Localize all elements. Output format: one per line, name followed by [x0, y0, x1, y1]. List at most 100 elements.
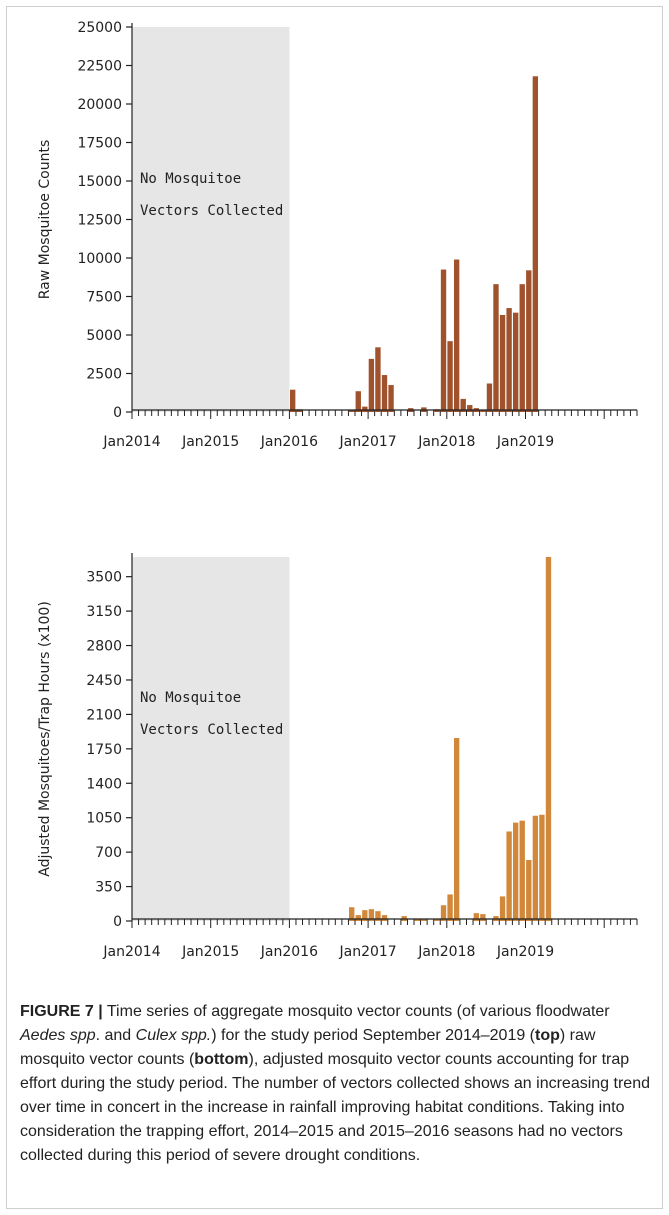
c2-bar-2017-02 — [375, 911, 381, 921]
c2-bar-2017-11 — [434, 919, 440, 921]
c1-ytick-label-7500: 7500 — [86, 290, 122, 306]
c2-bar-2016-12 — [362, 910, 368, 921]
c1-bar-2016-02 — [296, 409, 302, 412]
c2-bar-2016-10 — [349, 907, 355, 921]
caption-top: top — [535, 1027, 560, 1044]
c2-bar-2018-01 — [447, 894, 453, 921]
caption-figure-label: FIGURE 7 | — [20, 1003, 103, 1020]
c1-bar-2018-01 — [447, 341, 453, 412]
c1-bar-2018-02 — [453, 259, 460, 412]
c1-shaded-label-0: No Mosquitoe — [140, 171, 241, 187]
c2-bar-2019-04 — [545, 557, 552, 921]
c1-bar-2018-09 — [499, 314, 506, 412]
c2-xtick-label-2019: Jan2019 — [496, 944, 554, 960]
c1-bar-2018-11 — [512, 312, 519, 412]
c1-bar-2018-08 — [493, 284, 499, 412]
c1-bar-2019-01 — [526, 270, 532, 412]
c2-bar-2018-09 — [499, 896, 506, 921]
c1-bar-2018-04 — [467, 405, 473, 412]
c1-xtick-label-2015: Jan2015 — [181, 434, 239, 450]
c2-xtick-label-2018: Jan2018 — [417, 944, 475, 960]
c2-xtick-label-2016: Jan2016 — [260, 944, 318, 960]
c2-ytick-label-700: 700 — [95, 845, 122, 861]
caption-aedes: Aedes spp — [20, 1027, 96, 1044]
c2-bar-2018-06 — [480, 914, 486, 921]
c2-xtick-label-2017: Jan2017 — [338, 944, 396, 960]
c2-ytick-label-2100: 2100 — [86, 707, 122, 723]
c1-ytick-label-12500: 12500 — [77, 213, 122, 229]
c1-bar-2018-07 — [486, 383, 493, 412]
c1-shaded-label-1: Vectors Collected — [140, 203, 283, 219]
c2-bar-2017-03 — [381, 915, 388, 921]
adjusted-counts-chart: No Mosquitoe Vectors Collected 0 350 700 1050… — [37, 553, 638, 960]
c2-ytick-label-0: 0 — [113, 914, 122, 930]
caption-text-3: . and — [95, 1027, 132, 1044]
c2-bar-2018-12 — [519, 820, 525, 921]
caption-text-5: ) for the study period September 2014–20… — [211, 1027, 536, 1044]
c2-ytick-label-3150: 3150 — [86, 604, 122, 620]
c1-ytick-label-20000: 20000 — [77, 97, 122, 113]
c1-xtick-label-2016: Jan2016 — [260, 434, 318, 450]
c2-ytick-label-350: 350 — [95, 880, 122, 896]
caption-culex: Culex spp. — [135, 1027, 212, 1044]
c1-shaded-region — [132, 27, 290, 412]
c1-bar-2017-01 — [368, 358, 375, 412]
c2-bar-2018-11 — [512, 822, 519, 921]
c1-bar-2016-11 — [355, 391, 361, 412]
c2-bar-2017-09 — [421, 919, 427, 921]
c2-ytick-label-2800: 2800 — [86, 639, 122, 655]
caption-bottom: bottom — [194, 1051, 249, 1068]
c1-y-axis-label: Raw Mosquitoe Counts — [37, 140, 53, 299]
c1-xtick-label-2017: Jan2017 — [338, 434, 396, 450]
figure-caption: FIGURE 7 | Time series of aggregate mosq… — [20, 1000, 650, 1168]
c2-shaded-label-0: No Mosquitoe — [140, 690, 241, 706]
c1-bar-2018-10 — [506, 308, 512, 412]
c2-y-axis-label: Adjusted Mosquitoes/Trap Hours (x100) — [37, 601, 53, 877]
c1-bar-2017-02 — [375, 347, 381, 412]
c2-bar-2019-03 — [539, 814, 545, 921]
c1-ytick-label-25000: 25000 — [77, 20, 122, 36]
c1-bar-2018-03 — [460, 398, 466, 412]
c1-ytick-label-0: 0 — [113, 405, 122, 421]
c2-shaded-region — [132, 557, 290, 921]
c1-bar-2018-12 — [519, 284, 525, 412]
c2-bar-2018-05 — [473, 913, 479, 921]
c1-bar-2016-10 — [349, 409, 355, 412]
c1-bar-2017-12 — [440, 269, 447, 412]
c1-ytick-label-15000: 15000 — [77, 174, 122, 190]
c2-ytick-label-3500: 3500 — [86, 570, 122, 586]
c2-bar-2017-01 — [368, 909, 375, 921]
c2-xtick-label-2014: Jan2014 — [102, 944, 160, 960]
c2-ytick-label-1750: 1750 — [86, 742, 122, 758]
c1-xtick-label-2014: Jan2014 — [102, 434, 160, 450]
c1-ytick-label-22500: 22500 — [77, 59, 122, 75]
c2-bar-2019-01 — [526, 860, 532, 921]
c1-ytick-label-2500: 2500 — [86, 367, 122, 383]
caption-text-7: ) raw mosquito vector counts ( — [20, 1027, 596, 1068]
c2-bar-2019-02 — [532, 815, 539, 921]
c2-shaded-label-1: Vectors Collected — [140, 722, 283, 738]
c1-ytick-label-5000: 5000 — [86, 328, 122, 344]
caption-text-9: ), adjusted mosquito vector counts accou… — [20, 1051, 650, 1164]
c2-ytick-label-1050: 1050 — [86, 811, 122, 827]
figure-frame — [6, 6, 663, 1209]
c2-bar-2017-08 — [414, 919, 420, 921]
c2-bar-2018-10 — [506, 831, 512, 921]
c2-xtick-label-2015: Jan2015 — [181, 944, 239, 960]
c1-bar-2016-01 — [290, 389, 296, 412]
c2-ytick-label-2450: 2450 — [86, 673, 122, 689]
c1-bar-2017-04 — [388, 385, 394, 412]
c2-ytick-label-1400: 1400 — [86, 776, 122, 792]
raw-counts-chart: No Mosquitoe Vectors Collected 0 2500 5000 75… — [37, 20, 638, 450]
c1-bar-2016-12 — [362, 406, 368, 412]
c1-bar-2017-03 — [381, 375, 388, 412]
c2-bar-2016-11 — [355, 915, 361, 921]
caption-text-1: Time series of aggregate mosquito vector… — [106, 1003, 610, 1020]
c1-xtick-label-2019: Jan2019 — [496, 434, 554, 450]
c2-bar-2018-02 — [453, 738, 460, 921]
c1-bar-2019-02 — [532, 76, 539, 412]
c1-ytick-label-17500: 17500 — [77, 136, 122, 152]
c1-bar-2017-11 — [434, 409, 440, 412]
c1-ytick-label-10000: 10000 — [77, 251, 122, 267]
c1-xtick-label-2018: Jan2018 — [417, 434, 475, 450]
